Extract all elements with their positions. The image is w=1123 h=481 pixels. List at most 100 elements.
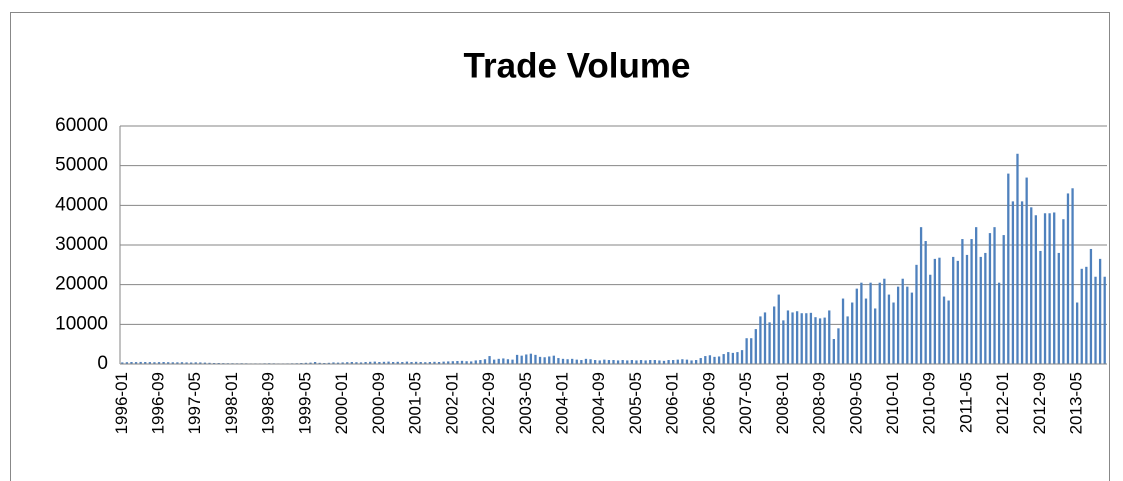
bar	[713, 356, 716, 364]
bar	[171, 362, 174, 364]
bar	[662, 360, 666, 364]
x-tick-label: 2010-01	[883, 372, 902, 434]
bar	[456, 361, 459, 364]
bar	[589, 359, 592, 364]
bar	[1057, 252, 1060, 364]
bar	[515, 354, 519, 364]
bar	[929, 274, 932, 364]
bar	[956, 260, 959, 364]
bar	[401, 362, 404, 364]
bar	[502, 358, 505, 364]
bar	[855, 288, 858, 364]
bar	[919, 227, 923, 364]
bar	[612, 360, 615, 364]
bar	[309, 362, 312, 364]
bar	[814, 317, 817, 364]
bar	[736, 352, 739, 364]
bar	[548, 356, 551, 364]
bar	[176, 362, 179, 364]
x-tick-label: 2013-05	[1067, 372, 1086, 434]
bar	[318, 362, 321, 364]
bar	[639, 360, 643, 364]
bar	[708, 355, 712, 364]
bar	[465, 361, 468, 364]
x-tick-label: 2003-05	[516, 372, 535, 434]
bar	[1089, 248, 1093, 364]
bar	[1094, 276, 1097, 364]
bar	[988, 233, 992, 364]
bar	[672, 360, 675, 364]
bar	[846, 316, 849, 364]
bar	[704, 356, 707, 364]
bar	[199, 362, 202, 364]
bar	[470, 361, 473, 364]
x-tick-label: 2008-09	[810, 372, 829, 434]
bar	[382, 361, 386, 364]
y-tick-label: 0	[97, 353, 108, 374]
x-tick-label: 2007-05	[736, 372, 755, 434]
bar	[391, 362, 395, 364]
bar	[543, 357, 546, 364]
bar	[121, 362, 124, 364]
bar	[332, 362, 335, 364]
bar	[520, 355, 523, 364]
bar	[740, 350, 744, 364]
bar	[933, 258, 936, 364]
x-tick-label: 1997-05	[185, 372, 204, 434]
bar	[1025, 177, 1028, 364]
bar	[350, 362, 353, 364]
bar	[134, 362, 138, 364]
bar	[1011, 201, 1015, 364]
bar	[424, 362, 427, 364]
x-tick-label: 1996-09	[149, 372, 168, 434]
bar	[851, 302, 854, 364]
x-tick-label: 2000-01	[332, 372, 351, 434]
bar	[896, 286, 900, 364]
bar	[167, 362, 170, 364]
bar	[837, 328, 840, 364]
bar	[387, 361, 390, 364]
x-tick-label: 1999-05	[295, 372, 314, 434]
bar	[841, 298, 845, 364]
bar	[892, 302, 895, 364]
bar	[410, 362, 413, 364]
x-tick-label: 2004-09	[589, 372, 608, 434]
bar	[552, 355, 555, 364]
bar	[649, 360, 652, 364]
bar	[598, 360, 601, 364]
bar	[580, 360, 583, 364]
x-tick-label: 1996-01	[112, 372, 131, 434]
bar	[364, 362, 367, 364]
bar	[805, 313, 808, 364]
bar	[942, 296, 946, 364]
bar	[910, 292, 914, 364]
bar	[428, 362, 432, 364]
bar	[534, 354, 537, 364]
bar	[479, 360, 482, 364]
bar	[901, 278, 904, 364]
bar	[1034, 215, 1037, 364]
bar	[952, 256, 955, 364]
bar	[405, 361, 409, 364]
bar	[497, 358, 500, 364]
bar	[1062, 219, 1065, 364]
bar	[763, 312, 767, 364]
bar	[961, 239, 964, 364]
y-tick-label: 30000	[55, 234, 108, 255]
bar	[525, 354, 528, 364]
x-tick-label: 2004-01	[552, 372, 571, 434]
bar	[685, 359, 689, 364]
x-tick-label: 2005-05	[626, 372, 645, 434]
bar	[130, 362, 133, 364]
bar	[1030, 207, 1033, 364]
bar	[722, 354, 725, 364]
bar	[557, 358, 560, 364]
bar	[658, 360, 661, 364]
bar	[414, 361, 418, 364]
bar	[984, 252, 987, 364]
bar	[1085, 266, 1088, 364]
bar	[823, 317, 826, 364]
bar	[369, 361, 372, 364]
bar	[593, 360, 597, 364]
bar	[869, 282, 872, 364]
